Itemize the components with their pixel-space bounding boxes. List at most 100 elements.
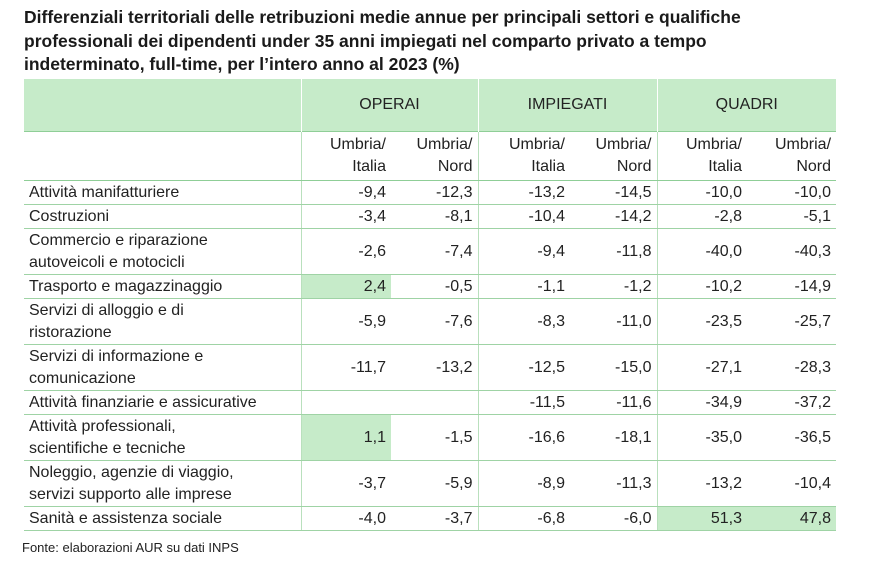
- value-cell: -9,4: [300, 180, 391, 205]
- row-label: Servizi di alloggio e di ristorazione: [24, 298, 301, 345]
- value-cell: -10,0: [656, 180, 747, 205]
- value-cell: -37,2: [747, 390, 837, 415]
- value-cell: 1,1: [300, 414, 391, 461]
- value-cell: -12,5: [477, 344, 570, 391]
- value-cell: -10,2: [656, 274, 747, 299]
- table-body: OPERAI IMPIEGATI QUADRI Umbria/Italia Umbria…: [24, 79, 837, 531]
- title-line-1: Differenziali territoriali delle retribu…: [24, 7, 741, 27]
- table-row: Attività finanziarie e assicurative -11,5…: [24, 390, 837, 415]
- row-label-line: Commercio e riparazione: [29, 231, 208, 249]
- table-row: Commercio e riparazione autoveicoli e mot…: [24, 228, 837, 275]
- value-cell: -34,9: [656, 390, 747, 415]
- column-header-line: Italia: [531, 158, 565, 175]
- row-label: Trasporto e magazzinaggio: [24, 274, 301, 299]
- row-label-line: Attività professionali,: [29, 417, 176, 435]
- value-cell: -11,8: [570, 228, 657, 275]
- value-cell: -6,0: [570, 506, 657, 531]
- value-cell: -4,0: [300, 506, 391, 531]
- value-cell: 47,8: [747, 506, 837, 531]
- value-cell: -8,9: [477, 460, 570, 507]
- data-table: OPERAI IMPIEGATI QUADRI Umbria/Italia Umbria…: [24, 79, 837, 531]
- column-header-line: Umbria/: [508, 136, 565, 153]
- value-cell: -23,5: [656, 298, 747, 345]
- column-header-line: Italia: [352, 158, 386, 175]
- value-cell: -27,1: [656, 344, 747, 391]
- value-cell: -7,4: [391, 228, 478, 275]
- group-header: OPERAI: [300, 79, 478, 132]
- column-header-line: Nord: [437, 158, 473, 175]
- value-cell: -14,5: [570, 180, 657, 205]
- value-cell: -5,9: [300, 298, 391, 345]
- value-cell: -5,9: [391, 460, 478, 507]
- row-label: Commercio e riparazione autoveicoli e mot…: [24, 228, 301, 275]
- row-label-line: Attività finanziarie e assicurative: [29, 393, 257, 411]
- value-cell: -1,1: [477, 274, 570, 299]
- row-label-line: autoveicoli e motocicli: [29, 253, 185, 271]
- value-cell: [300, 390, 391, 415]
- row-label-line: Servizi di informazione e: [29, 347, 204, 365]
- value-cell: -5,1: [747, 204, 837, 229]
- value-cell: -3,7: [300, 460, 391, 507]
- value-cell: -2,8: [656, 204, 747, 229]
- title-line-2: professionali dei dipendenti under 35 an…: [24, 30, 707, 51]
- value-cell: -3,4: [300, 204, 391, 229]
- value-cell: -1,2: [570, 274, 657, 299]
- column-header: Umbria/Nord: [391, 131, 478, 181]
- table-row: Noleggio, agenzie di viaggio, servizi sup…: [24, 460, 837, 507]
- row-label-line: Trasporto e magazzinaggio: [29, 277, 223, 295]
- value-cell: -40,0: [656, 228, 747, 275]
- column-header-line: Nord: [796, 158, 832, 175]
- table-row: Servizi di informazione e comunicazione -1…: [24, 344, 837, 391]
- value-cell: -11,6: [570, 390, 657, 415]
- value-cell: -28,3: [747, 344, 837, 391]
- subheader-row: Umbria/Italia Umbria/Nord Umbria/Italia Umb…: [24, 131, 837, 181]
- group-header: QUADRI: [656, 79, 837, 132]
- table-row: Trasporto e magazzinaggio 2,4 -0,5 -1,1 -1,2…: [24, 274, 837, 299]
- value-cell: -18,1: [570, 414, 657, 461]
- row-label-line: Costruzioni: [29, 207, 110, 225]
- value-cell: 51,3: [656, 506, 747, 531]
- column-header: Umbria/Italia: [477, 131, 570, 181]
- value-cell: -13,2: [391, 344, 478, 391]
- value-cell: -7,6: [391, 298, 478, 345]
- value-cell: -36,5: [747, 414, 837, 461]
- title-line-3: indeterminato, full-time, per l’intero a…: [24, 54, 460, 74]
- row-label-line: Sanità e assistenza sociale: [29, 509, 222, 527]
- row-label-line: scientifiche e tecniche: [29, 439, 186, 457]
- value-cell: -10,0: [747, 180, 837, 205]
- row-label-line: Noleggio, agenzie di viaggio,: [29, 463, 234, 481]
- value-cell: -12,3: [391, 180, 478, 205]
- column-header-line: Umbria/: [775, 136, 832, 153]
- header-corner: [24, 79, 301, 132]
- row-label: Costruzioni: [24, 204, 301, 229]
- value-cell: -11,0: [570, 298, 657, 345]
- value-cell: -35,0: [656, 414, 747, 461]
- group-header: IMPIEGATI: [477, 79, 657, 132]
- value-cell: -8,1: [391, 204, 478, 229]
- chart-title: Differenziali territoriali delle retribu…: [24, 6, 864, 77]
- row-label-line: comunicazione: [29, 369, 136, 387]
- column-header-line: Umbria/: [416, 136, 473, 153]
- row-label: Attività manifatturiere: [24, 180, 301, 205]
- subheader-corner: [24, 131, 301, 181]
- row-label-line: Attività manifatturiere: [29, 183, 180, 201]
- value-cell: -2,6: [300, 228, 391, 275]
- value-cell: -13,2: [477, 180, 570, 205]
- value-cell: -11,3: [570, 460, 657, 507]
- source-note: Fonte: elaborazioni AUR su dati INPS: [22, 540, 239, 555]
- value-cell: -3,7: [391, 506, 478, 531]
- value-cell: -14,2: [570, 204, 657, 229]
- value-cell: -11,5: [477, 390, 570, 415]
- row-label: Attività finanziarie e assicurative: [24, 390, 301, 415]
- value-cell: -16,6: [477, 414, 570, 461]
- value-cell: -0,5: [391, 274, 478, 299]
- value-cell: -15,0: [570, 344, 657, 391]
- column-header: Umbria/Nord: [747, 131, 837, 181]
- value-cell: 2,4: [300, 274, 391, 299]
- value-cell: -14,9: [747, 274, 837, 299]
- row-label: Servizi di informazione e comunicazione: [24, 344, 301, 391]
- value-cell: [391, 390, 478, 415]
- row-label: Attività professionali, scientifiche e te…: [24, 414, 301, 461]
- table-row: Costruzioni -3,4 -8,1 -10,4 -14,2 -2,8 -5,1: [24, 204, 837, 229]
- column-header: Umbria/Nord: [570, 131, 657, 181]
